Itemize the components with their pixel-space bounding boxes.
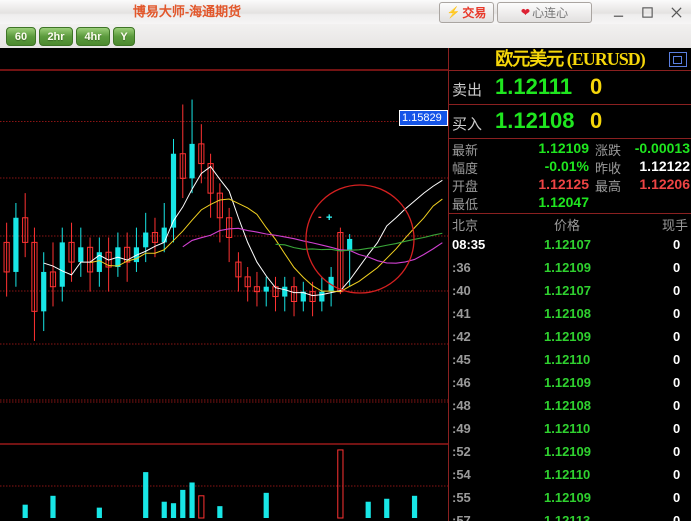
svg-text:+: + xyxy=(326,212,332,224)
svg-text:-: - xyxy=(318,211,322,223)
